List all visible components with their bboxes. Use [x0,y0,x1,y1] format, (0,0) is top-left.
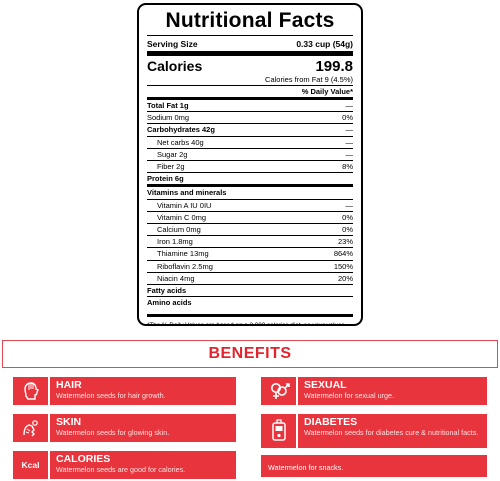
gender-icon [261,377,298,405]
nutrient-name: Protein 6g [147,174,184,184]
nutrient-name: Riboflavin 2.5mg [157,261,213,271]
serving-size-row: Serving Size 0.33 cup (54g) [147,36,353,50]
nutrient-name: Total Fat 1g [147,101,189,110]
serving-size-value: 0.33 cup (54g) [296,39,353,49]
calories-value: 199.8 [315,58,353,75]
nutrient-row: Vitamin A IU 0IU — [147,198,354,211]
calories-from-fat: Calories from Fat 9 (4.5%) [265,75,353,84]
nutrient-row: Protein 6g [147,172,353,184]
nutrient-row: Total Fat 1g — [147,100,353,111]
benefit-title: HAIR [56,379,82,391]
nutrient-percent: 864% [333,249,353,259]
calories-row: Calories 199.8 [147,56,353,75]
benefit-description: Watermelon seeds are good for calories. [56,465,186,474]
nutrition-facts-label: Nutritional Facts Serving Size 0.33 cup … [137,3,363,326]
nutrient-percent: 150% [333,261,353,271]
nutrient-row: Amino acids [147,296,353,308]
nutrient-row: Vitamins and minerals [147,187,353,198]
nutrient-percent: 0% [342,113,353,123]
nutrient-name: Carbohydrates 42g [147,125,215,135]
nutrient-name: Niacin 4mg [157,273,195,283]
serving-size-label: Serving Size [147,39,198,49]
nutrient-row: Sugar 2g — [147,147,354,160]
nutrient-row: Vitamin C 0mg 0% [147,210,353,223]
nutrient-name: Thiamine 13mg [157,249,209,259]
benefits-heading: BENEFITS [208,345,292,362]
nutrient-name: Net carbs 40g [157,137,204,147]
nutrient-name: Vitamin A IU 0IU [157,200,212,210]
nutrient-row: Net carbs 40g — [147,135,354,148]
nutrient-name: Fatty acids [147,286,187,296]
benefit-description: Watermelon for sexual urge. [304,391,395,400]
nutrient-percent: 0% [342,212,353,222]
medium-divider [147,97,353,100]
medium-divider [147,314,353,318]
nutrient-percent: — [345,125,354,135]
nutrient-percent: — [345,149,354,159]
benefit-card-skin: SKIN Watermelon seeds for glowing skin. [13,414,236,442]
nutrient-row: Calcium 0mg 0% [147,223,353,235]
medium-divider [147,184,353,188]
nutrient-row: Sodium 0mg 0% [147,111,353,123]
nutrient-row: Riboflavin 2.5mg 150% [147,259,353,272]
skin-icon [13,414,50,442]
nutrient-name: Fiber 2g [157,162,185,172]
nutrient-row: Niacin 4mg 20% [147,271,353,284]
nutrient-name: Amino acids [147,298,192,308]
benefit-card-snacks: Watermelon for snacks. [261,455,487,477]
glucose-meter-icon [261,414,298,448]
nutrient-name: Calcium 0mg [157,225,201,235]
nutrient-percent: — [345,137,354,147]
daily-value-footnote: *The % Daily Values are based on a 2,000… [147,322,345,326]
benefit-title: DIABETES [304,416,358,428]
kcal-icon: Kcal [13,451,50,479]
benefit-card-hair: HAIR Watermelon seeds for hair growth. [13,377,236,405]
nutrient-name: Vitamin C 0mg [157,212,207,222]
hair-icon [13,377,50,405]
benefit-description: Watermelon seeds for hair growth. [56,391,166,400]
label-title: Nutritional Facts [165,9,335,32]
divider [147,35,353,36]
nutrient-percent: — [345,200,354,210]
benefit-description: Watermelon for snacks. [268,462,344,472]
kcal-icon-text: Kcal [21,460,40,470]
thick-divider [147,51,353,56]
benefit-title: CALORIES [56,453,111,465]
benefit-card-calories: Kcal CALORIES Watermelon seeds are good … [13,451,236,479]
nutrient-name: Sodium 0mg [147,113,190,123]
nutrient-percent: 8% [342,162,353,172]
daily-value-header: % Daily Value* [147,85,353,97]
benefit-title: SEXUAL [304,379,347,391]
benefit-card-diabetes: DIABETES Watermelon seeds for diabetes c… [261,414,487,448]
nutrient-row: Iron 1.8mg 23% [147,235,353,247]
nutrient-percent: 23% [337,237,353,247]
nutrient-name: Vitamins and minerals [147,188,227,198]
nutrient-percent: — [345,101,354,110]
benefit-description: Watermelon seeds for diabetes cure & nut… [304,428,479,437]
nutrient-row: Fatty acids [147,284,353,296]
benefit-title: SKIN [56,416,82,428]
nutrient-row: Thiamine 13mg 864% [147,247,353,259]
benefit-description: Watermelon seeds for glowing skin. [56,428,170,437]
calories-label: Calories [147,58,203,74]
nutrient-name: Iron 1.8mg [157,237,193,247]
benefit-card-sexual: SEXUAL Watermelon for sexual urge. [261,377,487,405]
nutrient-row: Carbohydrates 42g — [147,123,353,135]
nutrient-percent: 0% [342,225,353,235]
nutrient-row: Fiber 2g 8% [147,160,353,172]
nutrient-percent: 20% [337,273,353,283]
benefits-heading-bar: BENEFITS [2,340,498,368]
nutrient-name: Sugar 2g [157,149,188,159]
